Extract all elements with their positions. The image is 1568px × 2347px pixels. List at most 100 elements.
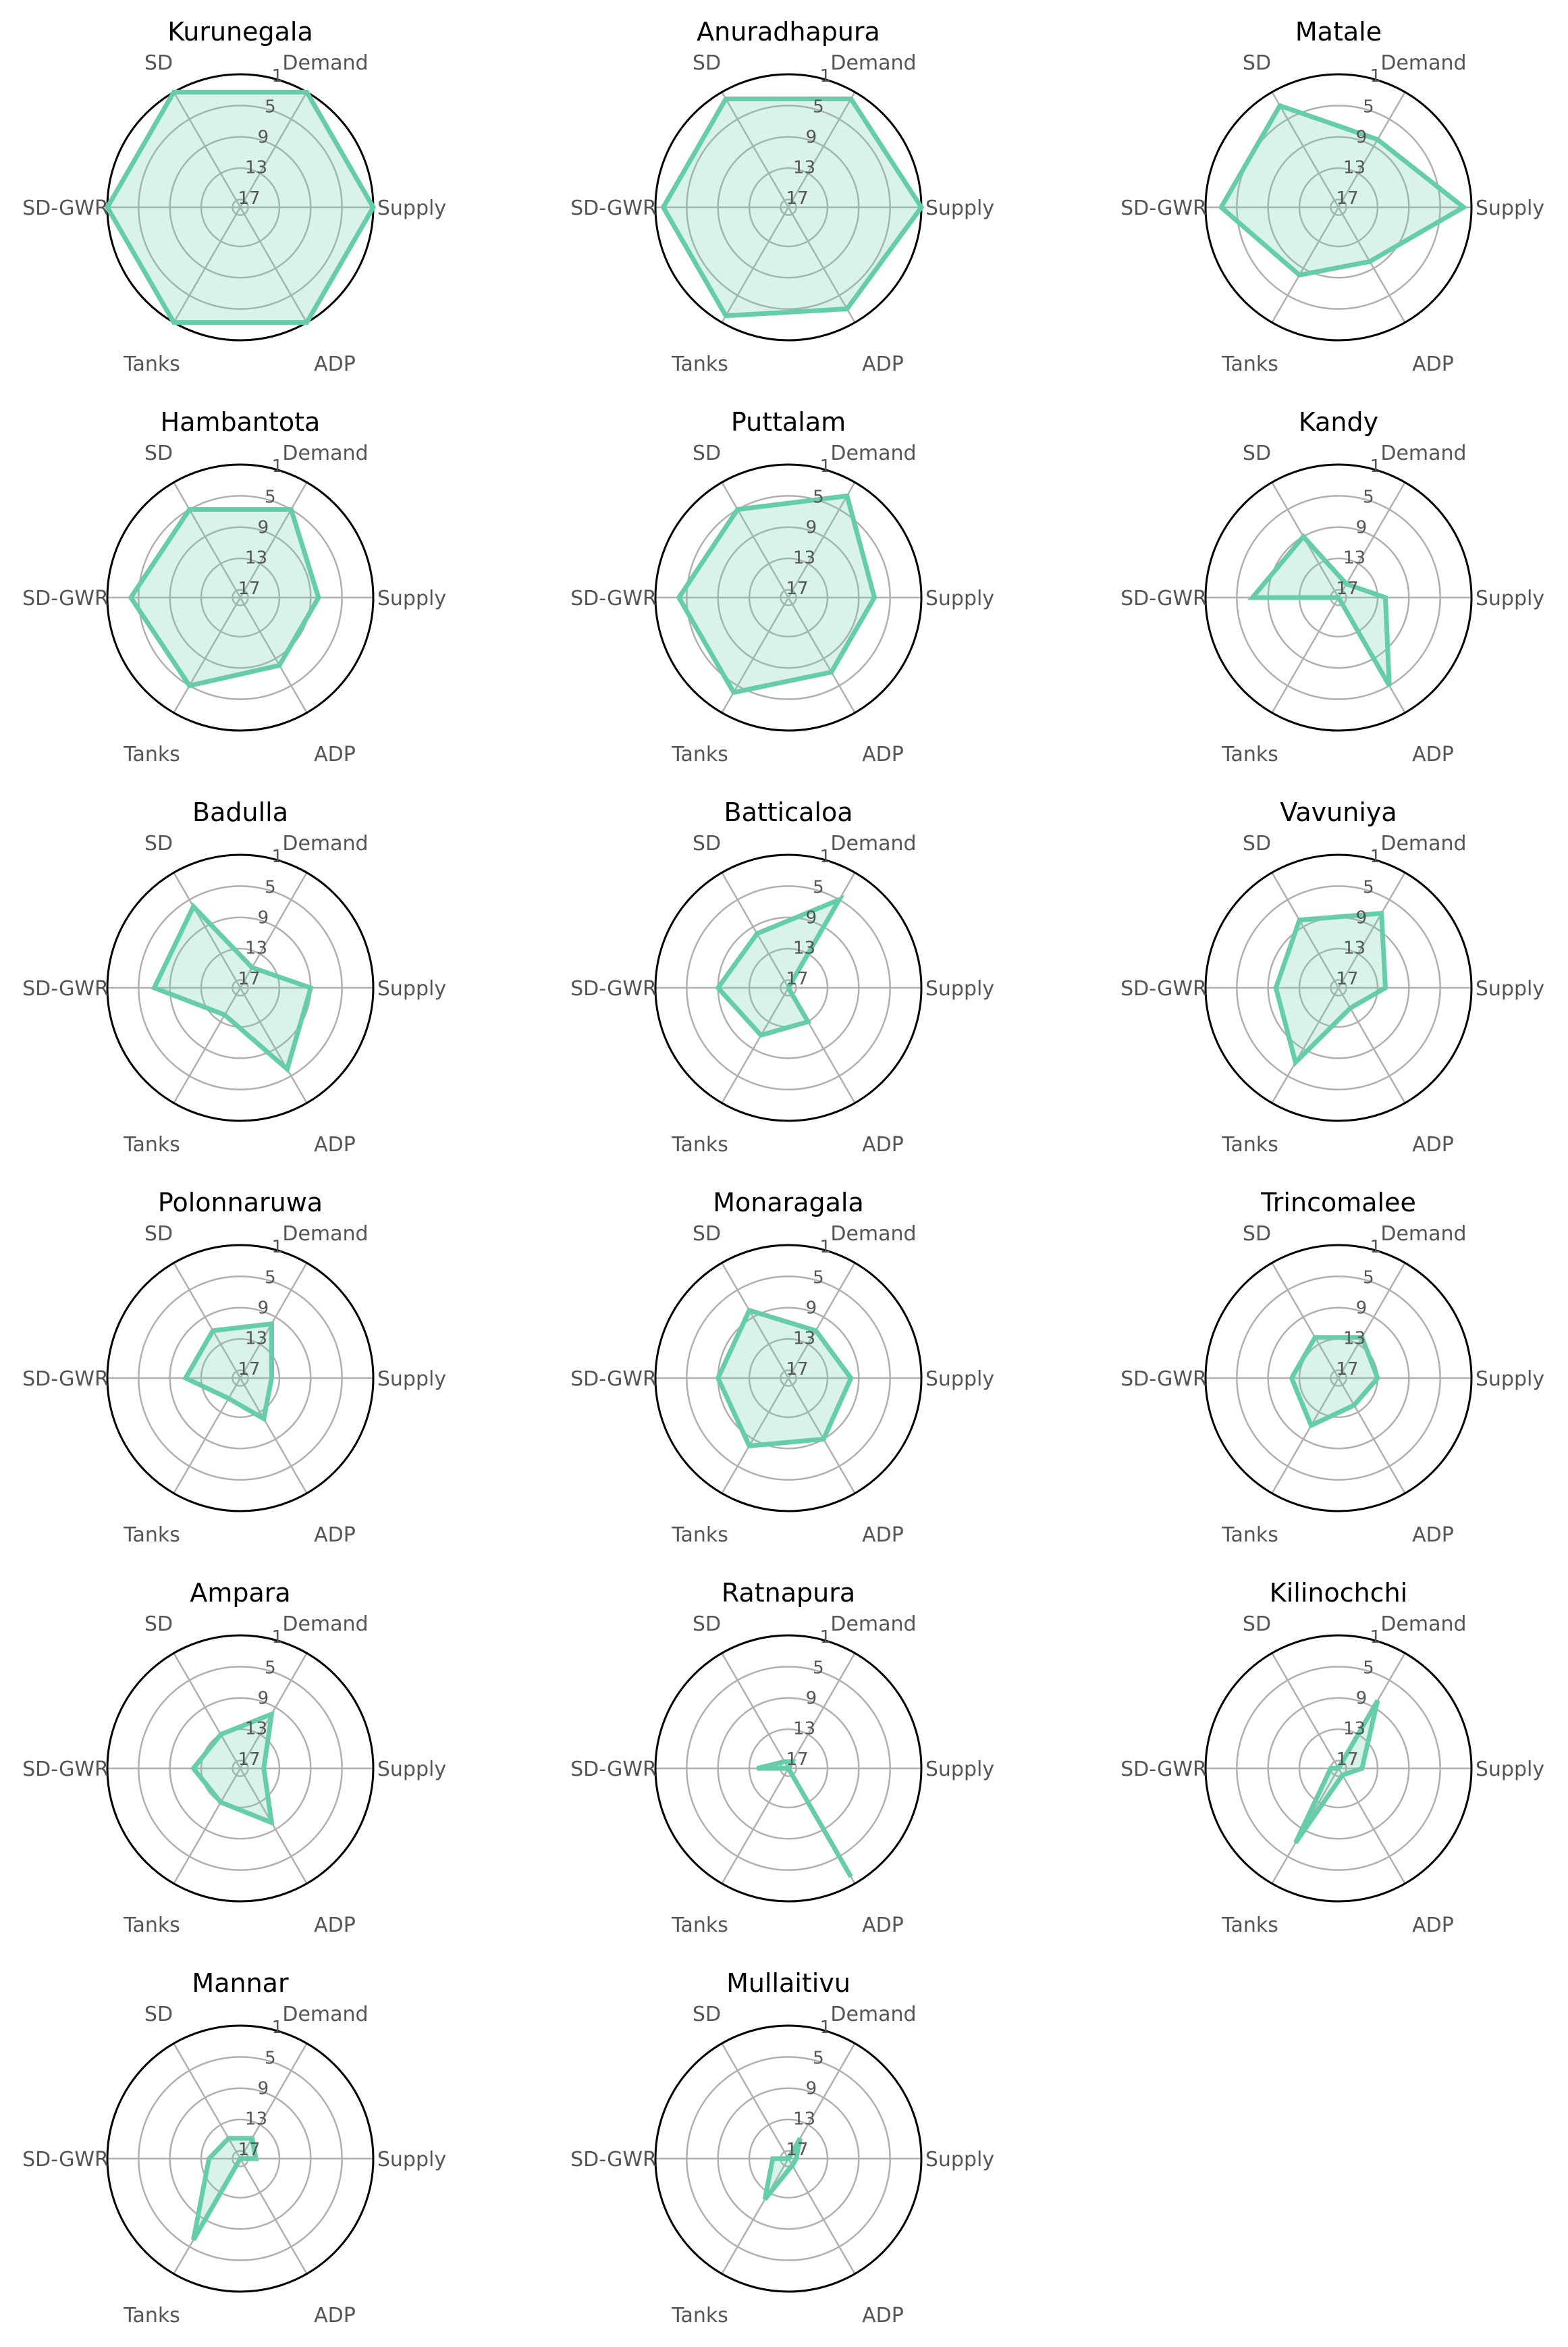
tick-label-1: 1 [1370, 66, 1381, 86]
axis-label-sd: SD [693, 2003, 721, 2026]
series-area [678, 496, 875, 693]
outer-frame [1204, 73, 1473, 342]
tick-label-13: 13 [245, 2109, 267, 2130]
tick-label-1: 1 [1370, 1237, 1381, 1257]
tick-label-5: 5 [265, 487, 276, 507]
tick-label-13: 13 [793, 1719, 815, 1739]
tick-label-17: 17 [1336, 1359, 1359, 1379]
tick-label-5: 5 [265, 2048, 276, 2068]
axis-label-tanks: Tanks [1221, 352, 1278, 376]
tick-label-5: 5 [265, 1267, 276, 1288]
spoke-tanks [173, 207, 242, 323]
axis-label-sd-gwr: SD-GWR [22, 1367, 109, 1391]
axis-label-demand: Demand [282, 832, 368, 855]
tick-label-13: 13 [245, 1719, 267, 1739]
axis-label-sd-gwr: SD-GWR [570, 587, 657, 610]
radar-panel-ratnapura: 1 5 9 13 17 Supply Demand SD SD-GWR Tanks ADP Ratna… [570, 1578, 994, 1937]
series-line [1247, 533, 1392, 687]
spoke-demand [239, 481, 308, 598]
axis-label-adp: ADP [862, 1133, 904, 1157]
tick-label-13: 13 [793, 2109, 815, 2130]
axis-label-demand: Demand [830, 832, 916, 855]
axis-label-adp: ADP [1412, 1133, 1454, 1157]
outer-frame [654, 853, 923, 1122]
axis-label-sd-gwr: SD-GWR [1120, 587, 1207, 610]
tick-label-1: 1 [819, 847, 831, 867]
spoke-sd [721, 2042, 790, 2159]
radar-panel-monaragala: 1 5 9 13 17 Supply Demand SD SD-GWR Tanks ADP Monar… [570, 1188, 994, 1547]
tick-label-1: 1 [819, 456, 831, 477]
spoke-demand [1337, 1262, 1406, 1379]
radar-panel-polonnaruwa: 1 5 9 13 17 Supply Demand SD SD-GWR Tanks ADP Polon… [22, 1188, 446, 1547]
axis-label-supply: Supply [1476, 977, 1544, 1001]
tick-label-9: 9 [1356, 1298, 1368, 1318]
axis-label-demand: Demand [830, 51, 916, 75]
tick-label-5: 5 [265, 97, 276, 117]
spoke-tanks [721, 1768, 790, 1884]
spoke-adp [1337, 1768, 1406, 1884]
tick-label-17: 17 [1336, 1749, 1359, 1770]
axis-label-demand: Demand [1380, 1612, 1466, 1636]
axis-label-adp: ADP [314, 743, 356, 766]
spoke-demand [787, 1652, 856, 1769]
axis-label-sd-gwr: SD-GWR [570, 2148, 657, 2171]
spoke-demand [1337, 481, 1406, 598]
spoke-adp [239, 2158, 308, 2275]
spoke-adp [787, 207, 856, 323]
axis-label-sd: SD [1243, 442, 1271, 465]
axis-label-supply: Supply [1476, 1367, 1544, 1391]
axis-label-tanks: Tanks [123, 1133, 180, 1157]
axis-label-demand: Demand [282, 2003, 368, 2026]
spoke-tanks [1271, 1377, 1340, 1494]
spoke-tanks [721, 207, 790, 323]
axis-label-sd-gwr: SD-GWR [22, 977, 109, 1001]
axis-label-tanks: Tanks [123, 743, 180, 766]
axis-label-tanks: Tanks [671, 1914, 728, 1937]
tick-label-5: 5 [813, 1267, 824, 1288]
tick-label-5: 5 [1363, 1267, 1374, 1288]
axis-label-tanks: Tanks [123, 352, 180, 376]
spoke-sd [1271, 1652, 1340, 1769]
spoke-tanks [173, 597, 242, 714]
panel-title: Kilinochchi [1270, 1578, 1407, 1608]
axis-label-adp: ADP [314, 1523, 356, 1547]
spoke-tanks [1271, 597, 1340, 714]
axis-label-adp: ADP [314, 1914, 356, 1937]
axis-label-sd: SD [693, 51, 721, 75]
spoke-demand [787, 91, 856, 208]
series-area [663, 99, 921, 316]
axis-label-tanks: Tanks [1221, 1914, 1278, 1937]
axis-label-adp: ADP [862, 1914, 904, 1937]
tick-label-1: 1 [819, 1627, 831, 1647]
series-line [190, 1710, 275, 1826]
axis-label-sd-gwr: SD-GWR [22, 1758, 109, 1781]
axis-label-supply: Supply [925, 977, 994, 1001]
spoke-adp [1337, 207, 1406, 323]
spoke-demand [787, 1262, 856, 1379]
axis-label-tanks: Tanks [1221, 1133, 1278, 1157]
series-area [130, 509, 319, 686]
tick-label-9: 9 [806, 907, 817, 928]
spoke-adp [239, 597, 308, 714]
axis-label-tanks: Tanks [123, 1523, 180, 1547]
series-line [182, 1321, 274, 1423]
tick-label-17: 17 [1336, 188, 1359, 209]
radar-panel-anuradhapura: 1 5 9 13 17 Supply Demand SD SD-GWR Tanks ADP Anura… [570, 17, 994, 376]
tick-label-13: 13 [245, 548, 267, 569]
tick-label-1: 1 [271, 847, 283, 867]
axis-label-adp: ADP [1412, 1914, 1454, 1937]
series-area [154, 906, 311, 1070]
axis-label-supply: Supply [925, 196, 994, 220]
tick-label-13: 13 [245, 939, 267, 959]
axis-label-supply: Supply [1476, 587, 1544, 610]
axis-label-sd: SD [1243, 1222, 1271, 1246]
axis-label-adp: ADP [1412, 352, 1454, 376]
tick-label-1: 1 [1370, 1627, 1381, 1647]
spoke-adp [239, 987, 308, 1104]
tick-label-1: 1 [271, 1237, 283, 1257]
tick-label-17: 17 [786, 969, 809, 989]
spoke-tanks [173, 987, 242, 1104]
series-area [193, 1714, 272, 1823]
axis-label-supply: Supply [925, 587, 994, 610]
